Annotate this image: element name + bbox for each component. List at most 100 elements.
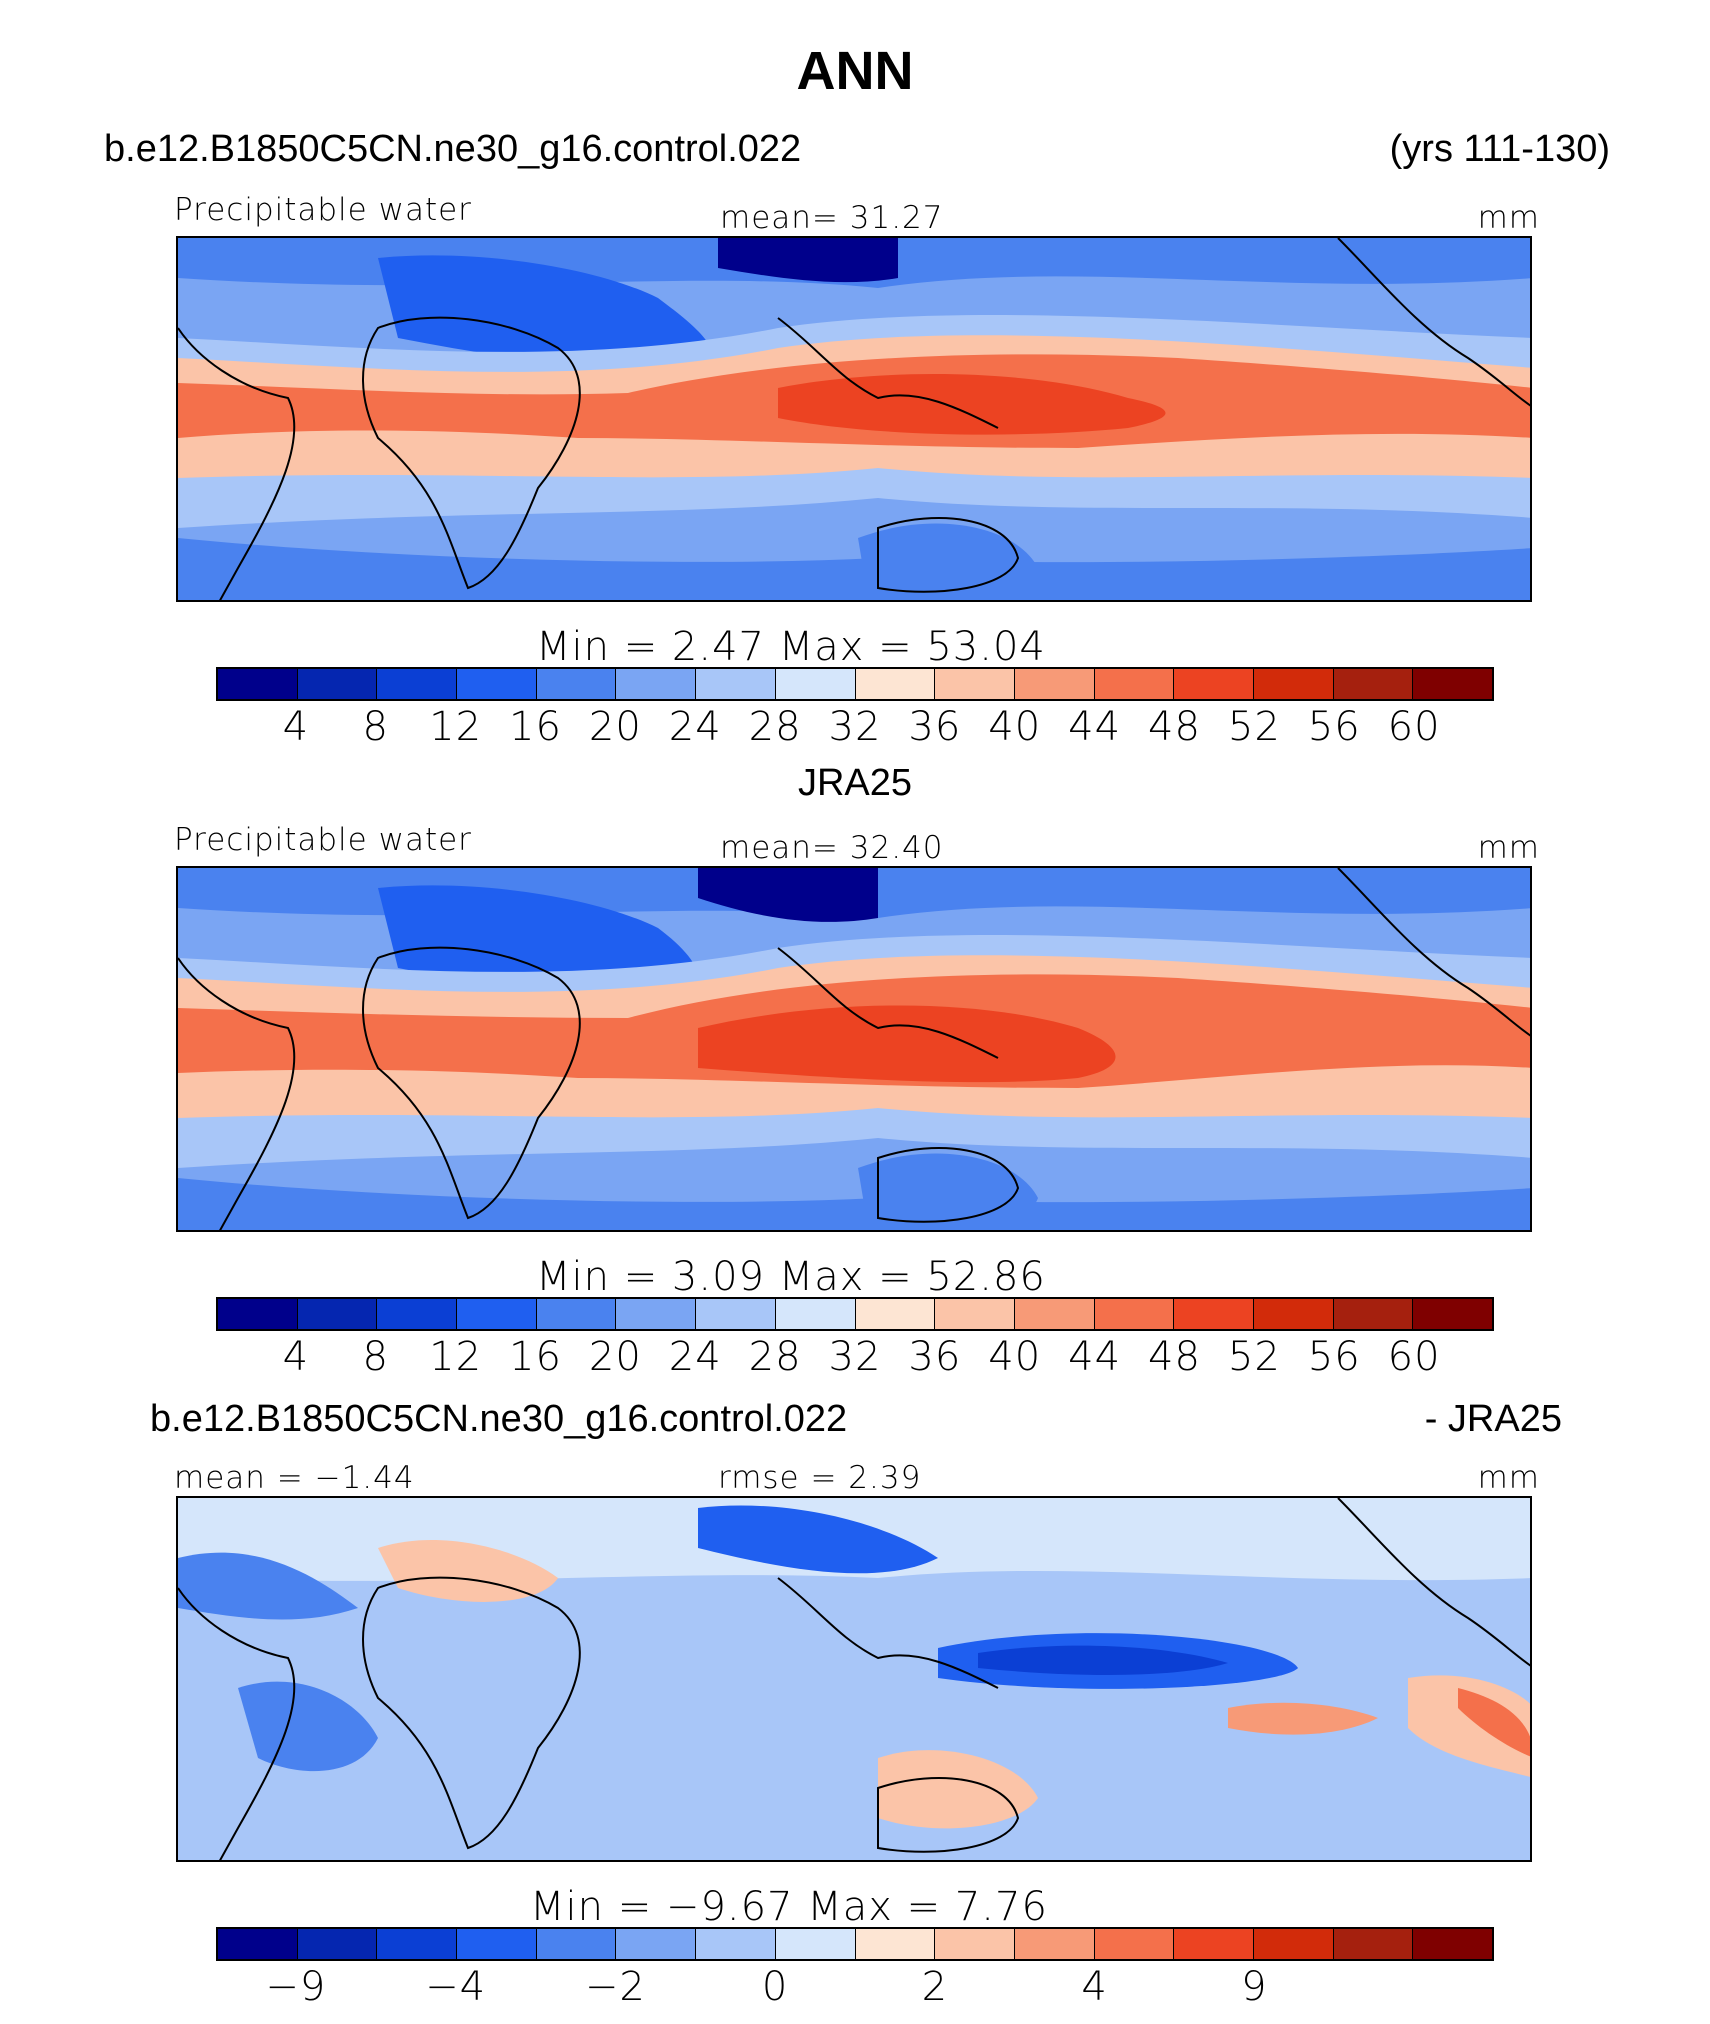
colorbar-swatch xyxy=(696,1929,776,1959)
panel3-colorbar-ticks: −9 −4 −2 0 2 4 9 xyxy=(0,1964,1710,2014)
colorbar-swatch xyxy=(1413,669,1492,699)
panel2-colorbar xyxy=(216,1297,1494,1331)
colorbar-tick-label: 36 xyxy=(908,1334,962,1380)
colorbar-swatch xyxy=(775,1929,856,1959)
colorbar-swatch xyxy=(1174,669,1254,699)
panel3-case-name: b.e12.B1850C5CN.ne30_g16.control.022 xyxy=(150,1398,848,1440)
colorbar-swatch xyxy=(457,1929,537,1959)
colorbar-swatch xyxy=(1253,1929,1334,1959)
colorbar-swatch xyxy=(855,1929,936,1959)
colorbar-tick-label: 9 xyxy=(1241,1964,1268,2010)
colorbar-swatch xyxy=(1014,669,1095,699)
colorbar-tick-label: 4 xyxy=(282,1334,310,1380)
colorbar-tick-label: −4 xyxy=(425,1964,487,2010)
colorbar-swatch xyxy=(616,1299,697,1329)
panel3-minmax: Min = −9.67 Max = 7.76 xyxy=(530,1884,1048,1930)
colorbar-swatch xyxy=(377,1929,458,1959)
colorbar-swatch xyxy=(297,1929,378,1959)
colorbar-swatch xyxy=(1413,1929,1492,1959)
colorbar-tick-label: 24 xyxy=(668,704,722,750)
colorbar-swatch xyxy=(1333,1299,1414,1329)
colorbar-swatch xyxy=(1174,1299,1254,1329)
colorbar-tick-label: 16 xyxy=(509,704,562,750)
colorbar-tick-label: 60 xyxy=(1387,704,1441,750)
colorbar-swatch xyxy=(1094,1929,1175,1959)
colorbar-tick-label: 4 xyxy=(282,704,310,750)
colorbar-tick-label: 56 xyxy=(1307,704,1361,750)
colorbar-tick-label: 2 xyxy=(921,1964,949,2010)
colorbar-swatch xyxy=(1413,1299,1492,1329)
colorbar-tick-label: 44 xyxy=(1068,1334,1122,1380)
panel1-colorbar-ticks: 4 8 12 16 20 24 28 32 36 40 44 48 52 56 60 xyxy=(0,704,1710,754)
colorbar-tick-label: 44 xyxy=(1068,704,1122,750)
colorbar-tick-label: 0 xyxy=(761,1964,789,2010)
colorbar-tick-label: −9 xyxy=(265,1964,327,2010)
panel3-rmse: rmse = 2.39 xyxy=(718,1460,922,1496)
panel1-years: (yrs 111-130) xyxy=(1389,128,1610,170)
panel1-variable-label: Precipitable water xyxy=(174,192,472,228)
colorbar-tick-label: 12 xyxy=(429,704,483,750)
panel3-minus-label: - JRA25 xyxy=(1424,1398,1562,1440)
colorbar-tick-label: 24 xyxy=(668,1334,722,1380)
panel2-colorbar-ticks: 4 8 12 16 20 24 28 32 36 40 44 48 52 56 60 xyxy=(0,1334,1710,1384)
colorbar-tick-label: 40 xyxy=(988,704,1042,750)
colorbar-swatch xyxy=(616,669,697,699)
colorbar-swatch xyxy=(1094,669,1175,699)
colorbar-tick-label: 52 xyxy=(1227,704,1281,750)
colorbar-tick-label: 32 xyxy=(828,704,882,750)
colorbar-swatch xyxy=(775,1299,856,1329)
colorbar-tick-label: 36 xyxy=(908,704,962,750)
panel2-variable-label: Precipitable water xyxy=(174,822,472,858)
colorbar-swatch xyxy=(1014,1299,1095,1329)
colorbar-tick-label: 20 xyxy=(588,1334,642,1380)
colorbar-tick-label: 48 xyxy=(1148,1334,1201,1380)
colorbar-swatch xyxy=(297,669,378,699)
colorbar-swatch xyxy=(218,1929,298,1959)
panel2-case-name: JRA25 xyxy=(797,762,913,804)
colorbar-swatch xyxy=(935,1299,1015,1329)
colorbar-swatch xyxy=(855,1299,936,1329)
colorbar-swatch xyxy=(775,669,856,699)
panel1-map xyxy=(176,236,1532,602)
colorbar-tick-label: 8 xyxy=(362,1334,389,1380)
colorbar-swatch xyxy=(855,669,936,699)
colorbar-swatch xyxy=(377,1299,458,1329)
panel3-mean: mean = −1.44 xyxy=(174,1460,415,1496)
colorbar-tick-label: 52 xyxy=(1227,1334,1281,1380)
colorbar-swatch xyxy=(935,1929,1015,1959)
panel2-map xyxy=(176,866,1532,1232)
colorbar-swatch xyxy=(457,669,537,699)
colorbar-swatch xyxy=(935,669,1015,699)
colorbar-swatch xyxy=(1014,1929,1095,1959)
colorbar-tick-label: 40 xyxy=(988,1334,1042,1380)
colorbar-swatch xyxy=(696,1299,776,1329)
main-title: ANN xyxy=(796,41,914,101)
colorbar-tick-label: 32 xyxy=(828,1334,882,1380)
colorbar-swatch xyxy=(1333,1929,1414,1959)
colorbar-tick-label: 4 xyxy=(1081,1964,1108,2010)
colorbar-swatch xyxy=(457,1299,537,1329)
panel1-colorbar xyxy=(216,667,1494,701)
panel3-units: mm xyxy=(1477,1460,1540,1496)
colorbar-swatch xyxy=(1174,1929,1254,1959)
colorbar-swatch xyxy=(377,669,458,699)
colorbar-swatch xyxy=(536,1929,617,1959)
colorbar-tick-label: 56 xyxy=(1307,1334,1361,1380)
panel1-minmax: Min = 2.47 Max = 53.04 xyxy=(536,624,1046,670)
colorbar-tick-label: 60 xyxy=(1387,1334,1441,1380)
colorbar-swatch xyxy=(1253,669,1334,699)
colorbar-tick-label: 8 xyxy=(362,704,389,750)
panel1-units: mm xyxy=(1477,200,1540,236)
colorbar-swatch xyxy=(297,1299,378,1329)
colorbar-swatch xyxy=(536,1299,617,1329)
colorbar-swatch xyxy=(218,1299,298,1329)
colorbar-swatch xyxy=(1094,1299,1175,1329)
colorbar-tick-label: −2 xyxy=(584,1964,646,2010)
colorbar-swatch xyxy=(1253,1299,1334,1329)
colorbar-tick-label: 48 xyxy=(1148,704,1201,750)
colorbar-swatch xyxy=(616,1929,697,1959)
colorbar-tick-label: 28 xyxy=(748,704,802,750)
colorbar-swatch xyxy=(1333,669,1414,699)
colorbar-tick-label: 16 xyxy=(509,1334,562,1380)
panel2-mean: mean= 32.40 xyxy=(720,830,944,866)
